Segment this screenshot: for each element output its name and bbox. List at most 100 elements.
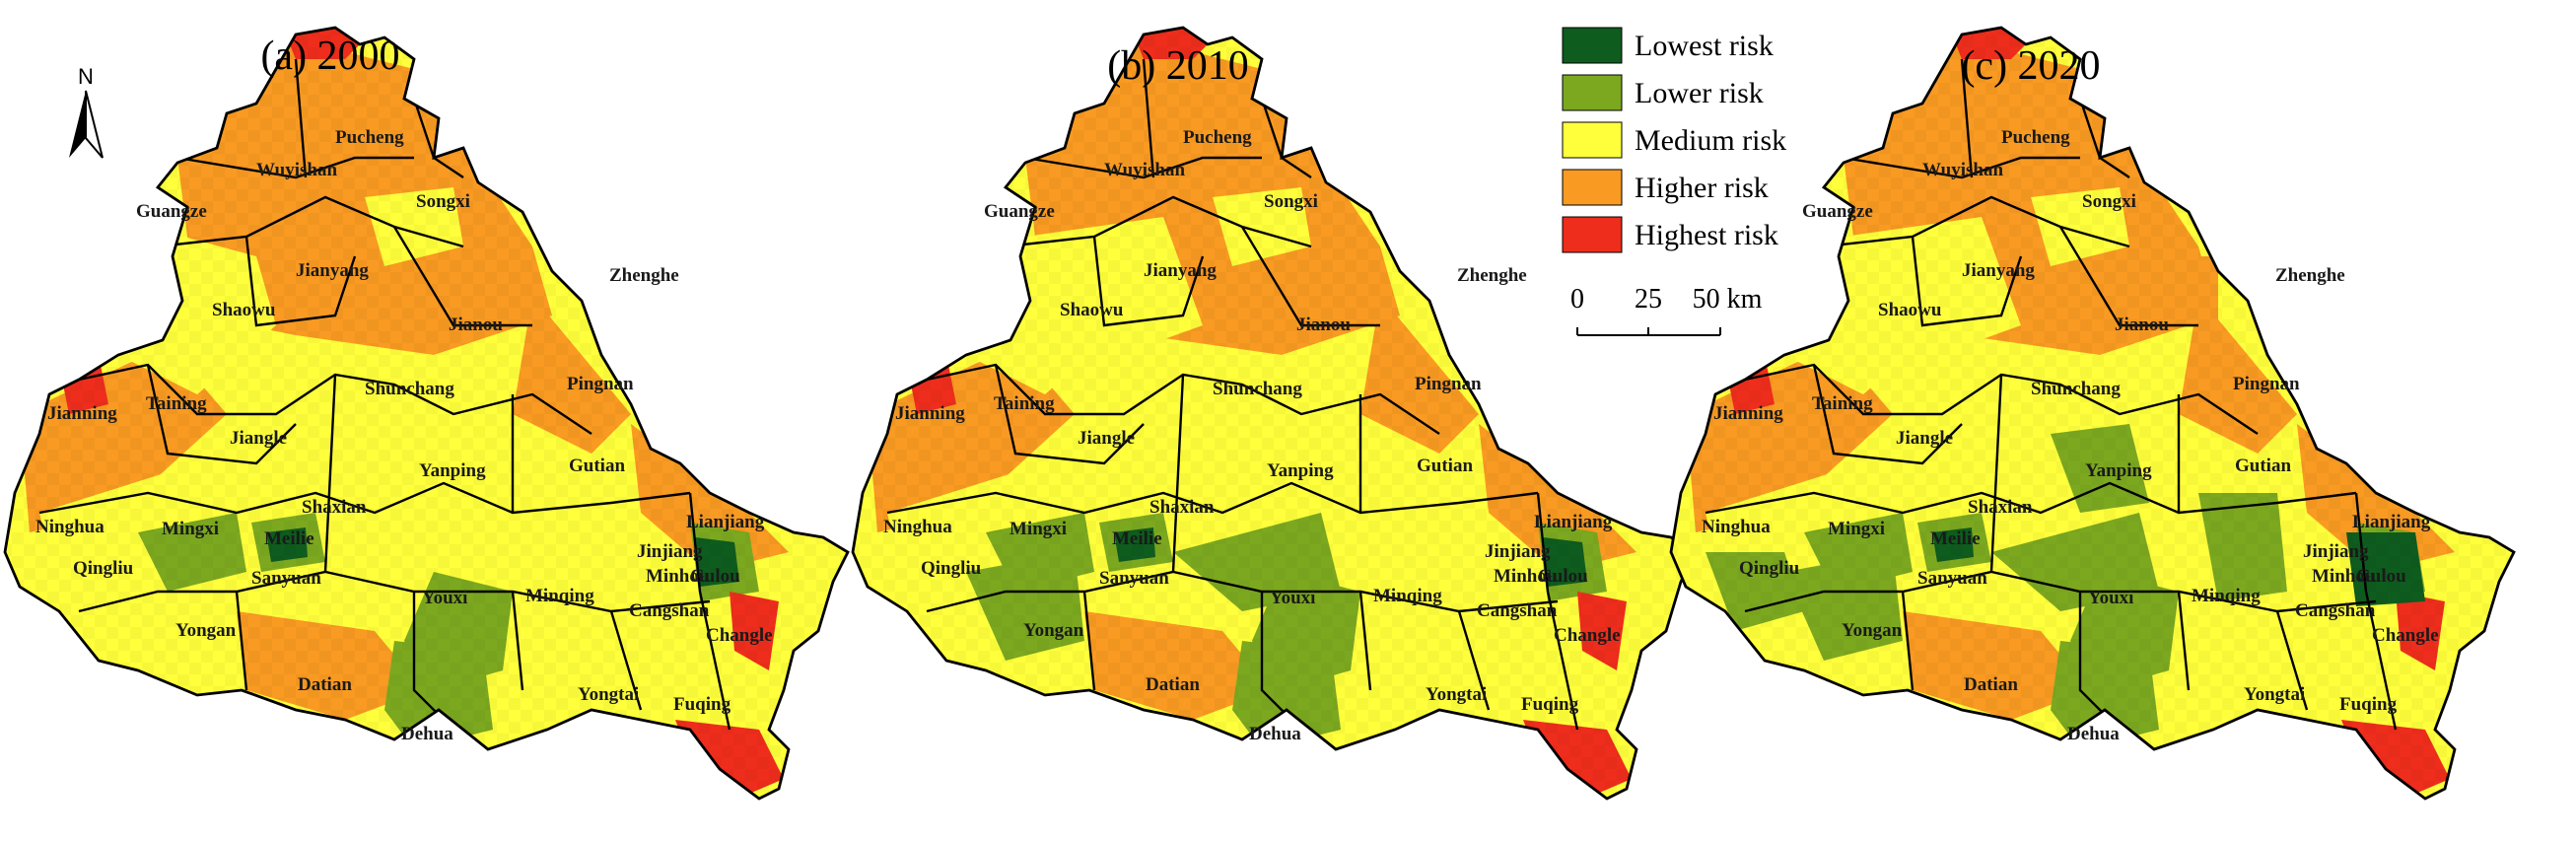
county-boundary xyxy=(392,226,532,327)
county-label: Guangze xyxy=(1802,201,1873,222)
county-boundary xyxy=(1705,481,2357,515)
county-label: Gulou xyxy=(1538,566,1588,587)
legend-label: Medium risk xyxy=(1635,124,1786,157)
county-label: Guangze xyxy=(984,201,1055,222)
county-boundary xyxy=(1092,236,1205,327)
legend-label: Lower risk xyxy=(1635,77,1764,109)
county-boundary xyxy=(1812,364,1963,465)
north-arrow-label: N xyxy=(78,64,94,89)
legend-swatch xyxy=(1562,216,1623,253)
county-boundary xyxy=(688,492,731,731)
county-boundary xyxy=(609,610,643,711)
panel-title-1: (b) 2010 xyxy=(1107,43,1248,89)
county-boundary xyxy=(1142,58,1155,178)
panel-0-outline xyxy=(3,26,850,801)
county-boundary xyxy=(1989,374,2003,573)
county-boundary xyxy=(2177,591,2191,691)
panel-title-2: (c) 2020 xyxy=(1961,43,2100,89)
county-label: Gulou xyxy=(2356,566,2406,587)
county-boundary xyxy=(146,364,297,465)
county-label: Sanyuan xyxy=(1099,568,1169,589)
county-boundary xyxy=(1823,195,2130,248)
county-boundary xyxy=(994,364,1145,465)
county-boundary xyxy=(2275,610,2309,711)
legend-swatch xyxy=(1562,169,1623,206)
county-label: Changle xyxy=(706,625,773,646)
county-label: Yongtai xyxy=(1426,684,1487,705)
county-boundary xyxy=(1024,156,1262,179)
county-boundary xyxy=(176,156,414,179)
county-label: Gulou xyxy=(690,566,740,587)
county-label: Meilie xyxy=(264,528,314,549)
county-label: Mingxi xyxy=(1828,519,1885,539)
panel-2-outline xyxy=(1669,26,2516,801)
county-label: Youxi xyxy=(2088,588,2133,608)
north-arrow: N xyxy=(69,64,104,159)
county-label: Pingnan xyxy=(2233,374,2300,394)
county-label: Jianning xyxy=(895,403,965,424)
county-label: Minqing xyxy=(525,586,594,606)
county-label: Shaxian xyxy=(1149,497,1215,518)
county-label: Shunchang xyxy=(2031,379,2121,399)
county-label: Mingxi xyxy=(1010,519,1067,539)
county-label: Jianou xyxy=(449,315,503,335)
county-boundary xyxy=(1744,570,2377,613)
county-label: Yanping xyxy=(2085,460,2152,481)
county-label: Yanping xyxy=(1267,460,1334,481)
county-label: Mingxi xyxy=(162,519,219,539)
county-label: Jianyang xyxy=(1144,260,1217,281)
county-label: Shaxian xyxy=(1968,497,2033,518)
county-boundary xyxy=(235,591,248,691)
county-label: Minqing xyxy=(1373,586,1442,606)
county-label: Meilie xyxy=(1930,528,1981,549)
county-label: Fuqing xyxy=(1521,694,1579,715)
county-label: Dehua xyxy=(2067,724,2120,744)
county-label: Yanping xyxy=(419,460,486,481)
county-boundary xyxy=(38,481,691,515)
county-label: Qingliu xyxy=(921,558,982,579)
legend-label: Highest risk xyxy=(1635,219,1778,251)
county-label: Cangshan xyxy=(2295,600,2376,621)
county-boundary xyxy=(1082,591,1096,691)
county-label: Shunchang xyxy=(1213,379,1302,399)
county-label: Shaowu xyxy=(1060,300,1124,320)
county-boundary xyxy=(1901,591,1915,691)
county-label: Ninghua xyxy=(1702,517,1771,537)
county-label: Dehua xyxy=(1249,724,1301,744)
legend-swatch xyxy=(1562,74,1623,111)
county-label: Wuyishan xyxy=(1922,160,2003,180)
county-label: Lianjiang xyxy=(2352,512,2431,532)
map-panel-2: Pucheng Wuyishan Guangze Songxi Jianyang Zhen… xyxy=(1669,26,2516,801)
county-boundary xyxy=(1843,156,2080,179)
county-boundary xyxy=(157,195,464,248)
county-boundary xyxy=(1005,195,1312,248)
county-boundary xyxy=(2354,492,2398,731)
county-label: Ninghua xyxy=(35,517,104,537)
county-label: Changle xyxy=(2372,625,2439,646)
county-label: Yongan xyxy=(1023,620,1084,641)
county-label: Taining xyxy=(146,393,207,414)
legend-label: Higher risk xyxy=(1635,172,1769,204)
county-label: Wuyishan xyxy=(256,160,337,180)
county-label: Jinjiang xyxy=(637,541,703,562)
legend-swatch xyxy=(1562,27,1623,64)
county-label: Minhou xyxy=(646,566,710,587)
county-boundary xyxy=(244,236,357,327)
county-label: Jiangle xyxy=(1896,428,1953,449)
county-label: Taining xyxy=(994,393,1055,414)
county-boundary xyxy=(1171,374,1185,573)
county-label: Zhenghe xyxy=(1457,265,1527,286)
county-label: Sanyuan xyxy=(251,568,321,589)
county-label: Guangze xyxy=(136,201,207,222)
county-label: Pucheng xyxy=(335,127,404,148)
county-boundary xyxy=(926,570,1559,613)
county-label: Shaowu xyxy=(212,300,276,320)
county-label: Yongtai xyxy=(578,684,639,705)
county-label: Pucheng xyxy=(1183,127,1252,148)
scale-bar: 0 25 50 km xyxy=(1570,284,1763,336)
county-label: Lianjiang xyxy=(1534,512,1613,532)
county-label: Jianning xyxy=(47,403,117,424)
county-label: Qingliu xyxy=(1739,558,1800,579)
county-label: Taining xyxy=(1812,393,1873,414)
county-label: Sanyuan xyxy=(1917,568,1987,589)
